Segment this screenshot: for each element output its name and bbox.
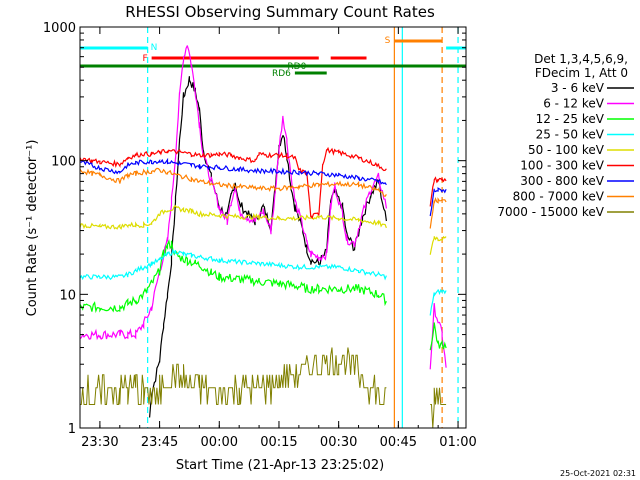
legend-entry-300-800-kev: 300 - 800 keV xyxy=(520,174,604,188)
x-tick-label: 00:30 xyxy=(320,435,357,450)
legend-entry-3-6-kev: 3 - 6 keV xyxy=(551,81,605,95)
y-tick-label: 1 xyxy=(68,422,76,437)
flag-label-s: S xyxy=(385,36,391,46)
plot-frame xyxy=(79,26,467,429)
chart-title: RHESSI Observing Summary Count Rates xyxy=(125,3,435,21)
legend-entry-800-7000-kev: 800 - 7000 keV xyxy=(513,190,605,204)
legend-entry-100-300-kev: 100 - 300 keV xyxy=(520,159,604,173)
legend-entry-25-50-kev: 25 - 50 keV xyxy=(536,128,605,142)
x-tick-label: 23:45 xyxy=(141,435,178,450)
x-tick-label: 00:15 xyxy=(260,435,297,450)
legend-header: FDecim 1, Att 0 xyxy=(535,66,628,80)
y-tick-label: 1000 xyxy=(43,21,76,36)
legend-entry-6-12-kev: 6 - 12 keV xyxy=(543,97,605,111)
legend-header: Det 1,3,4,5,6,9, xyxy=(534,52,628,66)
series-line-50-100-kev xyxy=(79,204,447,255)
x-tick-label: 01:00 xyxy=(439,435,476,450)
x-tick-label: 23:30 xyxy=(81,435,118,450)
legend-entry-7000-15000-kev: 7000 - 15000 keV xyxy=(497,205,604,219)
x-axis-label: Start Time (21-Apr-13 23:25:02) xyxy=(176,458,384,473)
axes: 23:30 23:45 00:00 00:15 00:30 00:45 01:00 1 10 10… xyxy=(43,21,477,450)
legend-entry-12-25-kev: 12 - 25 keV xyxy=(536,112,605,126)
series-line-300-800-kev xyxy=(80,157,447,217)
flag-label-f: F xyxy=(142,54,147,64)
flag-label-n: N xyxy=(151,43,158,53)
x-tick-label: 00:00 xyxy=(201,435,238,450)
series-line-800-7000-kev xyxy=(79,167,447,229)
legend-entry-50-100-kev: 50 - 100 keV xyxy=(528,143,605,157)
y-tick-label: 100 xyxy=(51,155,76,170)
x-tick-label: 00:45 xyxy=(380,435,417,450)
legend: Det 1,3,4,5,6,9,FDecim 1, Att 03 - 6 keV… xyxy=(497,52,634,219)
y-axis-label: Count Rate (s⁻¹ detector⁻¹) xyxy=(25,140,40,317)
series-line-100-300-kev xyxy=(79,146,447,220)
flag-label-rd6: RD6 xyxy=(272,69,291,79)
series-line-12-25-kev xyxy=(79,239,447,351)
series-line-25-50-kev xyxy=(79,248,447,316)
y-tick-label: 10 xyxy=(59,288,76,303)
series-line-6-12-kev xyxy=(79,45,447,370)
series-line-7000-15000-kev xyxy=(80,347,447,429)
footer-timestamp: 25-Oct-2021 02:31 xyxy=(560,469,636,478)
series-line-3-6-kev xyxy=(149,76,387,418)
flag-label-rd0: RD0 xyxy=(287,62,306,72)
